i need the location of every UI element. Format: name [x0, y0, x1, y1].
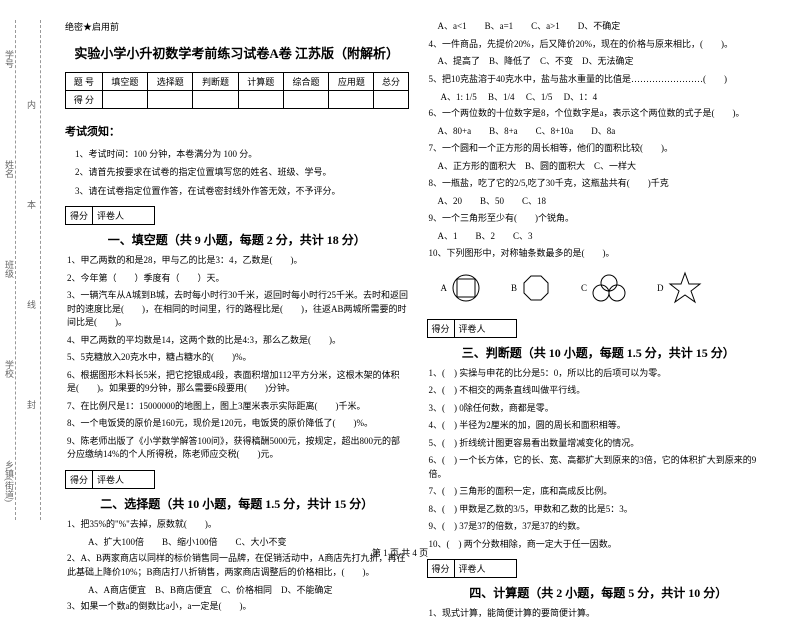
question: 5、把10克盐溶于40克水中，盐与盐水重量的比值是……………………( ): [429, 73, 771, 87]
left-column: 绝密★启用前 实验小学小升初数学考前练习试卷A卷 江苏版（附解析） 题 号填空题…: [65, 20, 409, 621]
options: A、扩大100倍 B、缩小100倍 C、大小不变: [79, 535, 409, 548]
question: 9、( ) 37是37的倍数，37是37的约数。: [429, 520, 771, 534]
question: 3、一辆汽车从A城到B城，去时每小时行30千米，返回时每小时行25千米。去时和返…: [67, 289, 409, 330]
question: 6、一个两位数的十位数字是8，个位数字是a，表示这个两位数的式子是( )。: [429, 107, 771, 121]
secret-label: 绝密★启用前: [65, 20, 409, 33]
section2-title: 二、选择题（共 10 小题，每题 1.5 分，共计 15 分）: [65, 495, 409, 512]
table-row: 题 号填空题选择题判断题计算题综合题应用题总分: [66, 73, 409, 91]
fraction-options: A、1: 1/5 B、1/4 C、1/5 D、1：4: [441, 90, 771, 103]
table-row: 得 分: [66, 91, 409, 109]
options: A、1 B、2 C、3: [429, 230, 771, 244]
question: 6、( ) 一个长方体，它的长、宽、高都扩大到原来的3倍，它的体积扩大到原来的9…: [429, 454, 771, 481]
notice-header: 考试须知：: [65, 123, 409, 139]
question: 10、( ) 两个分数相除，商一定大于任一因数。: [429, 538, 771, 552]
side-label: 学校: [3, 360, 16, 378]
question: 3、( ) 0除任何数，商都是零。: [429, 402, 771, 416]
question: 7、一个圆和一个正方形的周长相等，他们的面积比较( )。: [429, 142, 771, 156]
question: 4、一件商品，先提价20%，后又降价20%，现在的价格与原来相比，( )。: [429, 38, 771, 52]
question: 7、在比例尺是1：15000000的地图上，图上3厘米表示实际距离( )千米。: [67, 400, 409, 414]
options: A、a<1 B、a=1 C、a>1 D、不确定: [429, 20, 771, 34]
three-circles-icon: [591, 273, 627, 303]
question: 8、一个电饭煲的原价是160元，现价是120元，电饭煲的原价降低了( )%。: [67, 417, 409, 431]
exam-title: 实验小学小升初数学考前练习试卷A卷 江苏版（附解析）: [65, 43, 409, 62]
question: 5、( ) 折线统计图更容易看出数量增减变化的情况。: [429, 437, 771, 451]
page-footer: 第 1 页 共 4 页: [372, 546, 428, 559]
question: 7、( ) 三角形的面积一定，底和高成反比例。: [429, 485, 771, 499]
options: A、80+a B、8+a C、8+10a D、8a: [429, 125, 771, 139]
question: 2、A、B两家商店以同样的标价销售同一品牌，在促销活动中，A商店先打九折，再在此…: [67, 552, 409, 579]
grade-box: 得分评卷人: [427, 319, 517, 338]
section4-title: 四、计算题（共 2 小题，每题 5 分，共计 10 分）: [427, 584, 771, 601]
question: 2、今年第（ ）季度有（ ）天。: [67, 272, 409, 286]
square-in-circle-icon: [451, 273, 481, 303]
options: A、提高了 B、降低了 C、不变 D、无法确定: [429, 55, 771, 69]
section3-title: 三、判断题（共 10 小题，每题 1.5 分，共计 15 分）: [427, 344, 771, 361]
question: 5、5克糖放入20克水中，糖占糖水的( )%。: [67, 351, 409, 365]
question: 8、( ) 甲数是乙数的3/5，甲数和乙数的比是5：3。: [429, 503, 771, 517]
seal-label: 封: [25, 400, 38, 409]
side-label: 班级: [3, 260, 16, 278]
question: 9、一个三角形至少有( )个锐角。: [429, 212, 771, 226]
star-icon: [668, 271, 702, 305]
question: 2、( ) 不相交的两条直线叫做平行线。: [429, 384, 771, 398]
question: 6、根据图形木料长5米，把它挖银成4段，表面积增加112平方分米，这根木架的体积…: [67, 369, 409, 396]
side-label: 学号: [3, 50, 16, 68]
section1-title: 一、填空题（共 9 小题，每题 2 分，共计 18 分）: [65, 231, 409, 248]
question: 1、现式计算，能简便计算的要简便计算。: [429, 607, 771, 621]
question: 10、下列图形中，对称轴条数最多的是( )。: [429, 247, 771, 261]
grade-box: 得分评卷人: [65, 206, 155, 225]
score-table: 题 号填空题选择题判断题计算题综合题应用题总分 得 分: [65, 72, 409, 109]
question: 1、甲乙两数的和是28，甲与乙的比是3：4，乙数是( )。: [67, 254, 409, 268]
shape-options: A B C D: [441, 271, 771, 305]
options: A、A商店便宜 B、B商店便宜 C、价格相同 D、不能确定: [79, 583, 409, 596]
right-column: A、a<1 B、a=1 C、a>1 D、不确定 4、一件商品，先提价20%，后又…: [427, 20, 771, 621]
seal-label: 内: [25, 100, 38, 109]
notice: 2、请首先按要求在试卷的指定位置填写您的姓名、班级、学号。: [75, 165, 409, 179]
side-label: 乡镇(街道): [3, 460, 16, 502]
grade-box: 得分评卷人: [427, 559, 517, 578]
question: 4、甲乙两数的平均数是14，这两个数的比是4:3，那么乙数是( )。: [67, 334, 409, 348]
question: 3、如果一个数a的倒数比a小，a一定是( )。: [67, 600, 409, 614]
side-label: 姓名: [3, 160, 16, 178]
notice: 3、请在试卷指定位置作答，在试卷密封线外作答无效，不予评分。: [75, 184, 409, 198]
options: A、20 B、50 C、18: [429, 195, 771, 209]
octagon-icon: [521, 273, 551, 303]
options: A、正方形的面积大 B、圆的面积大 C、一样大: [429, 160, 771, 174]
seal-label: 本: [25, 200, 38, 209]
question: 9、陈老师出版了《小学数学解答100问》，获得稿酬5000元，按规定，超出800…: [67, 435, 409, 462]
grade-box: 得分评卷人: [65, 470, 155, 489]
question: 4、( ) 半径为2厘米的加，圆的周长和面积相等。: [429, 419, 771, 433]
question: 1、( ) 实操与申花的比分是5：0，所以比的后项可以为零。: [429, 367, 771, 381]
notice: 1、考试时间：100 分钟，本卷满分为 100 分。: [75, 147, 409, 161]
question: 1、把35%的"%"去掉，原数就( )。: [67, 518, 409, 532]
seal-label: 线: [25, 300, 38, 309]
question: 8、一瓶盐，吃了它的2/5,吃了30千克，这瓶盐共有( )千克: [429, 177, 771, 191]
